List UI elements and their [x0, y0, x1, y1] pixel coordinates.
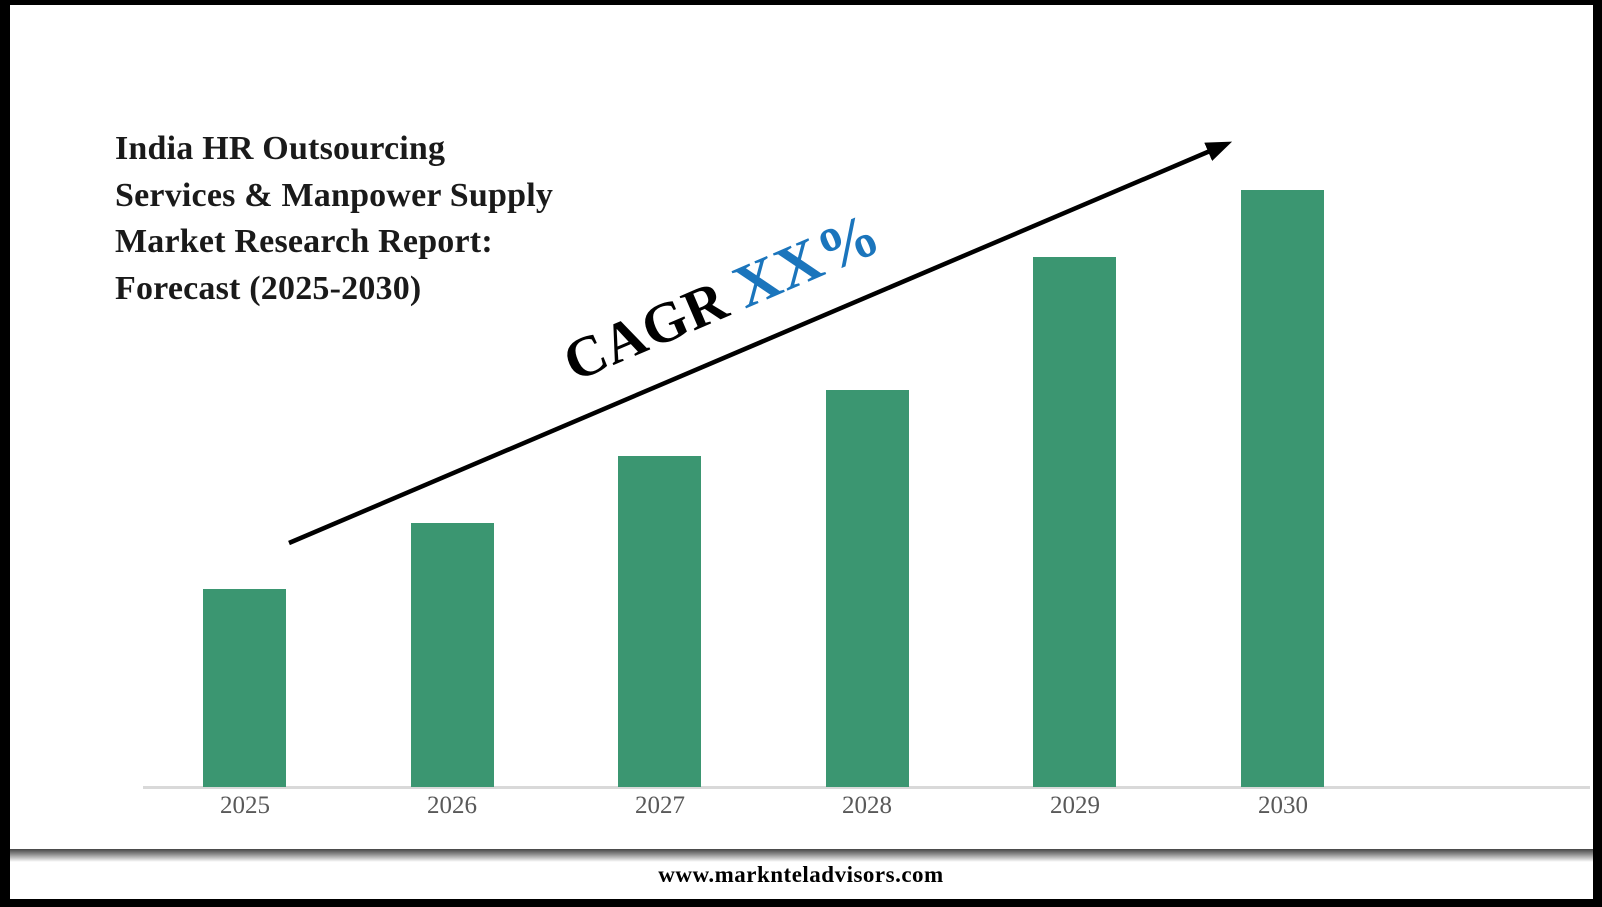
x-label-2028: 2028 [842, 792, 892, 819]
bar-2027 [618, 456, 701, 787]
report-title-line-3: Market Research Report: [115, 223, 493, 260]
footer-url: www.marknteladvisors.com [658, 862, 944, 887]
footer-divider [10, 849, 1593, 862]
x-label-2029: 2029 [1050, 792, 1100, 819]
x-label-2025: 2025 [220, 792, 270, 819]
bar-2025 [203, 589, 286, 787]
bar-2026 [411, 523, 494, 787]
report-title-line-2: Services & Manpower Supply [115, 176, 554, 214]
report-title-line-1: India HR Outsourcing [115, 130, 446, 167]
x-label-2026: 2026 [427, 792, 477, 819]
bar-2030 [1241, 190, 1324, 787]
bar-2028 [826, 390, 909, 787]
x-label-2027: 2027 [635, 792, 685, 819]
x-label-2030: 2030 [1258, 792, 1308, 819]
report-title-line-4: Forecast (2025-2030) [115, 269, 422, 307]
report-title: India HR Outsourcing Services & Manpower… [115, 126, 655, 312]
bar-2029 [1033, 257, 1116, 787]
x-axis-line [143, 786, 1590, 789]
